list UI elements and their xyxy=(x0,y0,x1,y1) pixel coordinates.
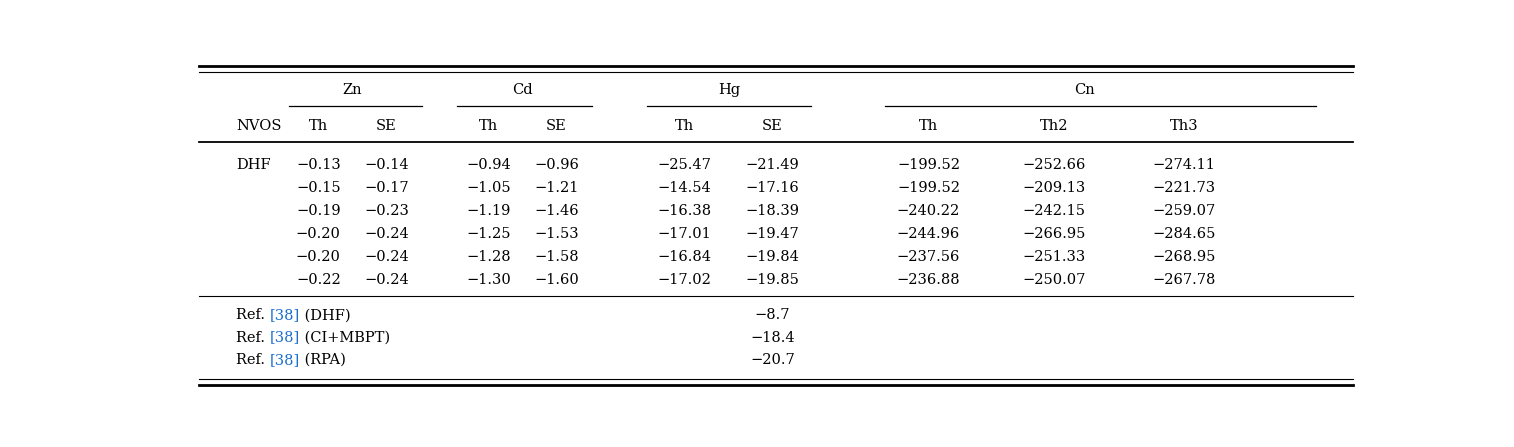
Text: Th: Th xyxy=(675,119,693,133)
Text: −0.14: −0.14 xyxy=(363,158,409,172)
Text: −250.07: −250.07 xyxy=(1022,273,1086,287)
Text: [38]: [38] xyxy=(269,353,300,367)
Text: [38]: [38] xyxy=(269,331,300,345)
Text: −20.7: −20.7 xyxy=(749,353,795,367)
Text: −199.52: −199.52 xyxy=(896,181,960,195)
Text: −17.01: −17.01 xyxy=(657,227,712,241)
Text: SE: SE xyxy=(762,119,783,133)
Text: −16.84: −16.84 xyxy=(657,250,712,264)
Text: DHF: DHF xyxy=(236,158,271,172)
Text: −1.21: −1.21 xyxy=(534,181,578,195)
Text: −259.07: −259.07 xyxy=(1152,204,1216,218)
Text: −0.20: −0.20 xyxy=(295,250,341,264)
Text: −1.58: −1.58 xyxy=(534,250,578,264)
Text: −266.95: −266.95 xyxy=(1022,227,1086,241)
Text: Ref.: Ref. xyxy=(236,353,269,367)
Text: −268.95: −268.95 xyxy=(1152,250,1216,264)
Text: −199.52: −199.52 xyxy=(896,158,960,172)
Text: −0.96: −0.96 xyxy=(534,158,578,172)
Text: Hg: Hg xyxy=(718,83,740,97)
Text: −1.28: −1.28 xyxy=(466,250,510,264)
Text: Th: Th xyxy=(919,119,939,133)
Text: −0.19: −0.19 xyxy=(297,204,341,218)
Text: −0.94: −0.94 xyxy=(466,158,510,172)
Text: (CI+MBPT): (CI+MBPT) xyxy=(300,331,391,345)
Text: −18.4: −18.4 xyxy=(749,331,795,345)
Text: −16.38: −16.38 xyxy=(657,204,712,218)
Text: −209.13: −209.13 xyxy=(1022,181,1086,195)
Text: −252.66: −252.66 xyxy=(1022,158,1086,172)
Text: −1.30: −1.30 xyxy=(466,273,510,287)
Text: −284.65: −284.65 xyxy=(1152,227,1216,241)
Text: Th3: Th3 xyxy=(1170,119,1199,133)
Text: −1.60: −1.60 xyxy=(534,273,578,287)
Text: −17.02: −17.02 xyxy=(657,273,712,287)
Text: (RPA): (RPA) xyxy=(300,353,345,367)
Text: −1.53: −1.53 xyxy=(534,227,578,241)
Text: Zn: Zn xyxy=(342,83,362,97)
Text: Ref.: Ref. xyxy=(236,308,269,322)
Text: −0.22: −0.22 xyxy=(295,273,341,287)
Text: −17.16: −17.16 xyxy=(745,181,799,195)
Text: [38]: [38] xyxy=(269,308,300,322)
Text: −14.54: −14.54 xyxy=(657,181,712,195)
Text: −0.20: −0.20 xyxy=(295,227,341,241)
Text: Cn: Cn xyxy=(1073,83,1095,97)
Text: NVOS: NVOS xyxy=(236,119,282,133)
Text: SE: SE xyxy=(547,119,566,133)
Text: −19.85: −19.85 xyxy=(745,273,799,287)
Text: Th: Th xyxy=(309,119,329,133)
Text: −1.05: −1.05 xyxy=(466,181,510,195)
Text: −0.24: −0.24 xyxy=(363,227,409,241)
Text: −19.84: −19.84 xyxy=(745,250,799,264)
Text: −236.88: −236.88 xyxy=(896,273,960,287)
Text: −0.24: −0.24 xyxy=(363,273,409,287)
Text: −0.13: −0.13 xyxy=(295,158,341,172)
Text: −0.23: −0.23 xyxy=(363,204,409,218)
Text: Ref.: Ref. xyxy=(236,331,269,345)
Text: −242.15: −242.15 xyxy=(1022,204,1086,218)
Text: −274.11: −274.11 xyxy=(1152,158,1216,172)
Text: −244.96: −244.96 xyxy=(896,227,960,241)
Text: −19.47: −19.47 xyxy=(745,227,799,241)
Text: −267.78: −267.78 xyxy=(1152,273,1216,287)
Text: −21.49: −21.49 xyxy=(745,158,799,172)
Text: (DHF): (DHF) xyxy=(300,308,351,322)
Text: −25.47: −25.47 xyxy=(657,158,712,172)
Text: Th2: Th2 xyxy=(1040,119,1069,133)
Text: −0.15: −0.15 xyxy=(297,181,341,195)
Text: −0.24: −0.24 xyxy=(363,250,409,264)
Text: −8.7: −8.7 xyxy=(754,308,790,322)
Text: −251.33: −251.33 xyxy=(1022,250,1086,264)
Text: SE: SE xyxy=(375,119,397,133)
Text: −221.73: −221.73 xyxy=(1152,181,1216,195)
Text: −1.25: −1.25 xyxy=(466,227,510,241)
Text: Th: Th xyxy=(478,119,498,133)
Text: −1.46: −1.46 xyxy=(534,204,578,218)
Text: −240.22: −240.22 xyxy=(896,204,960,218)
Text: −18.39: −18.39 xyxy=(745,204,799,218)
Text: Cd: Cd xyxy=(512,83,533,97)
Text: −237.56: −237.56 xyxy=(896,250,960,264)
Text: −0.17: −0.17 xyxy=(363,181,409,195)
Text: −1.19: −1.19 xyxy=(466,204,510,218)
